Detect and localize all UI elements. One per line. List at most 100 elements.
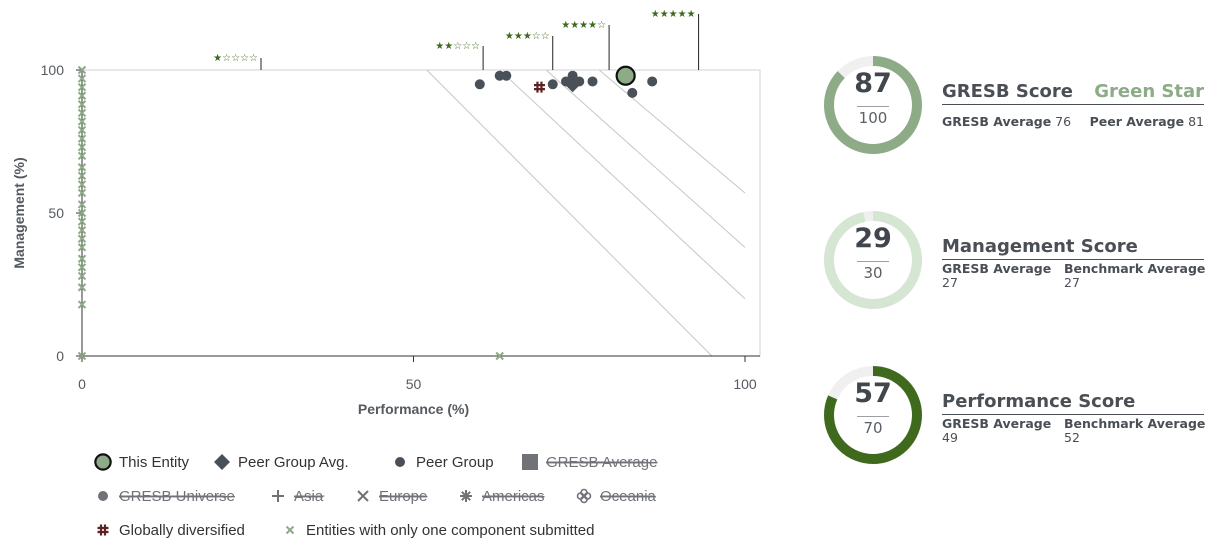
- data-point-dot-dark: [627, 87, 638, 98]
- benchmark-average-value: 52: [1064, 430, 1080, 445]
- gauge-divider: [857, 416, 889, 417]
- gresb-score-title: GRESB Score: [942, 81, 1073, 102]
- gresb-average-label: GRESB Average: [942, 416, 1052, 431]
- legend-label: This Entity: [119, 454, 190, 471]
- data-point-x-green: [77, 74, 87, 83]
- peer-average-stat: Peer Average 81: [1090, 114, 1204, 129]
- data-point-dot-dark: [547, 79, 558, 90]
- score-isoline: [545, 69, 746, 248]
- plot-area: [81, 69, 761, 357]
- legend-symbol-dot-grey: [98, 491, 108, 501]
- y-axis-title: Management (%): [11, 157, 27, 268]
- x-axis-title: Performance (%): [358, 401, 469, 417]
- legend-item[interactable]: GRESB Universe: [98, 488, 235, 505]
- peer-average-label: Peer Average: [1089, 114, 1185, 129]
- data-point-x-green: [77, 180, 87, 189]
- gresb-score-max: 100: [858, 109, 888, 127]
- legend-item[interactable]: Globally diversified: [97, 522, 245, 539]
- performance-score-panel: 57 70 Performance Score GRESB Average 49…: [820, 362, 1210, 472]
- data-point-dot-dark: [474, 79, 485, 90]
- performance-score-max: 70: [863, 419, 883, 437]
- legend-item[interactable]: Peer Group Avg.: [214, 454, 349, 471]
- legend-symbol-cross: [357, 490, 369, 502]
- performance-benchmark-average: Benchmark Average 52: [1064, 417, 1205, 445]
- data-point-x-green: [77, 100, 87, 109]
- performance-score-value: 57: [854, 378, 892, 409]
- data-point-dot-dark: [567, 70, 578, 81]
- data-point-x-green: [77, 217, 87, 226]
- legend-label: Peer Group Avg.: [238, 454, 349, 471]
- legend-item[interactable]: GRESB Average: [522, 454, 657, 471]
- data-point-x-green: [77, 225, 87, 235]
- y-tick-label: 50: [48, 205, 64, 221]
- gresb-average-label: GRESB Average: [942, 261, 1052, 276]
- star-rating-label: ★★☆☆☆: [435, 41, 480, 52]
- x-tick-label: 0: [78, 376, 86, 392]
- gresb-score-header: GRESB Score Green Star: [942, 78, 1204, 105]
- legend-symbol-square: [522, 454, 538, 470]
- data-point-x-green: [77, 91, 87, 100]
- x-tick-label: 100: [733, 376, 757, 392]
- score-isoline: [598, 69, 746, 194]
- data-point-x-green: [77, 143, 87, 152]
- gresb-average-stat: GRESB Average 76: [942, 114, 1071, 129]
- data-point-x-green: [77, 300, 87, 309]
- legend-label: Entities with only one component submitt…: [306, 522, 595, 539]
- star-rating-label: ★★★☆☆: [505, 31, 550, 42]
- star-rating-label: ★★★★☆: [561, 20, 606, 31]
- legend-symbol-hash: [97, 524, 109, 536]
- data-point-x-green: [77, 117, 87, 126]
- management-score-header: Management Score: [942, 233, 1204, 260]
- scatter-chart: ★☆☆☆☆ ★★☆☆☆ ★★★☆☆ ★★★★☆ ★★★★★ 0 50 100 0 50 100 Pe…: [11, 9, 761, 539]
- data-point-x-green: [77, 283, 87, 292]
- data-point-x-green: [77, 271, 87, 281]
- legend-item[interactable]: Americas: [460, 488, 545, 505]
- legend-item[interactable]: Peer Group: [395, 454, 494, 471]
- performance-score-header: Performance Score: [942, 388, 1204, 415]
- green-star-rating: Green Star: [1094, 81, 1204, 102]
- gresb-score-panel: 87 100 GRESB Score Green Star GRESB Aver…: [820, 52, 1210, 162]
- data-point-x-green: [77, 188, 87, 198]
- legend-symbol-flower: [576, 492, 585, 500]
- legend-item[interactable]: Europe: [357, 488, 427, 505]
- data-point-x-green: [77, 208, 87, 218]
- data-point-x-green: [495, 351, 504, 361]
- benchmark-average-label: Benchmark Average: [1064, 261, 1206, 276]
- data-point-x-green: [77, 163, 87, 172]
- data-point-x-green: [77, 151, 87, 161]
- management-score-panel: 29 30 Management Score GRESB Average 27 …: [820, 207, 1210, 317]
- gauge-divider: [857, 106, 889, 107]
- star-rating-label: ★★★★★: [651, 9, 696, 20]
- legend-item[interactable]: This Entity: [94, 453, 190, 471]
- legend-symbol-asterisk: [460, 490, 472, 502]
- legend-label: Globally diversified: [119, 522, 245, 539]
- legend-symbol-diamond: [214, 454, 230, 470]
- data-point-x-green: [77, 254, 87, 263]
- management-score-title: Management Score: [942, 236, 1138, 257]
- gresb-score-gauge: [824, 56, 922, 154]
- gresb-average-label: GRESB Average: [942, 114, 1052, 129]
- legend-item[interactable]: Oceania: [576, 488, 657, 505]
- performance-score-gauge: [824, 366, 922, 464]
- gauge-divider: [857, 261, 889, 262]
- data-point-x-green: [77, 351, 87, 361]
- data-point-hash: [533, 81, 545, 93]
- score-isoline: [426, 69, 713, 357]
- legend-item[interactable]: Entities with only one component submitt…: [285, 522, 595, 539]
- data-point-x-green: [77, 82, 87, 92]
- legend-symbol-this-entity: [94, 453, 112, 471]
- benchmark-average-value: 27: [1064, 275, 1080, 290]
- score-isoline: [499, 69, 746, 300]
- gresb-score-value: 87: [854, 68, 892, 99]
- data-point-dot-dark: [501, 70, 512, 81]
- gauge-fill: [824, 211, 922, 309]
- legend-item[interactable]: Asia: [272, 488, 325, 505]
- legend-symbol-plus: [272, 490, 284, 502]
- legend-symbol-x-green: [285, 525, 295, 535]
- data-point-dot-dark: [587, 76, 598, 87]
- gauge-fill: [824, 366, 922, 464]
- legend-label: Peer Group: [416, 454, 494, 471]
- data-point-this-entity: [615, 65, 636, 86]
- management-score-value: 29: [854, 223, 892, 254]
- management-score-gauge: [824, 211, 922, 309]
